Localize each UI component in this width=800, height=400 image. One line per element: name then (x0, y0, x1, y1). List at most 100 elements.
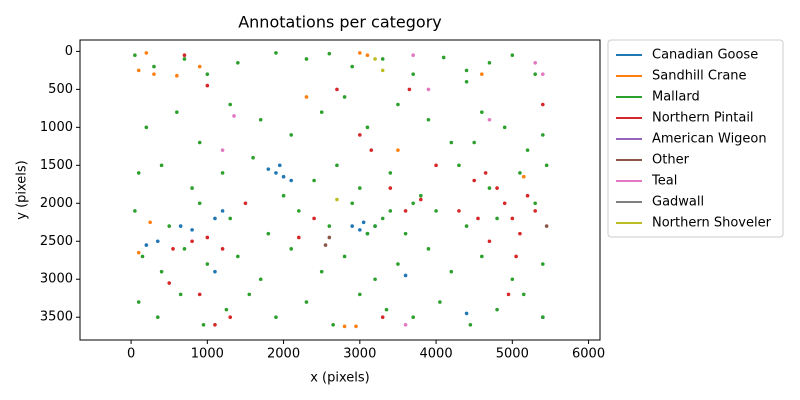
point (525, 193, 530, 198)
point (136, 68, 141, 73)
y-tick-label: 500 (48, 82, 73, 97)
point (133, 209, 137, 213)
point (258, 277, 263, 282)
point (411, 315, 415, 320)
point (243, 201, 248, 206)
point (167, 281, 172, 285)
point (541, 315, 545, 320)
y-tick-label: 1000 (40, 120, 73, 135)
point (304, 57, 309, 61)
point (510, 277, 515, 282)
point (297, 209, 301, 213)
point (457, 163, 461, 168)
point (426, 117, 431, 122)
point (205, 262, 210, 266)
point (419, 193, 423, 198)
point (388, 186, 393, 190)
point (236, 254, 240, 259)
point (472, 178, 476, 183)
point (541, 72, 545, 76)
point (136, 300, 141, 304)
point (544, 224, 549, 228)
point (518, 231, 522, 236)
point (396, 262, 400, 266)
point (266, 231, 271, 236)
point (487, 186, 492, 190)
point (159, 163, 164, 168)
point (232, 114, 236, 118)
point (510, 216, 515, 221)
point (502, 125, 507, 130)
point (335, 197, 339, 202)
point (213, 323, 217, 327)
point (380, 315, 385, 320)
point (426, 87, 431, 92)
point (155, 239, 160, 244)
point (373, 224, 377, 228)
legend-label: Northern Pintail (652, 111, 754, 126)
point (483, 171, 488, 175)
point (167, 224, 172, 228)
point (411, 201, 415, 206)
point (380, 216, 385, 221)
point (464, 68, 469, 73)
point (533, 201, 537, 206)
point (487, 239, 492, 244)
point (190, 186, 194, 190)
point (178, 292, 183, 297)
point (419, 197, 423, 202)
point (197, 140, 202, 145)
point (358, 133, 362, 137)
point (365, 125, 370, 130)
point (220, 171, 225, 175)
point (361, 220, 366, 225)
point (327, 51, 332, 56)
point (220, 148, 225, 152)
point (457, 209, 461, 213)
point (358, 186, 362, 190)
point (205, 235, 210, 240)
point (541, 262, 545, 266)
point (468, 323, 473, 327)
point (350, 201, 354, 206)
point (396, 148, 400, 152)
point (144, 125, 149, 130)
point (220, 209, 225, 213)
point (533, 60, 537, 65)
point (190, 228, 194, 232)
x-tick-label: 3000 (343, 347, 376, 362)
point (449, 140, 454, 145)
point (304, 95, 309, 99)
point (472, 140, 476, 145)
point (133, 53, 137, 57)
legend-label: Gadwall (652, 195, 704, 210)
y-tick-label: 2000 (40, 196, 73, 211)
point (358, 292, 362, 297)
point (213, 216, 217, 221)
point (247, 292, 252, 297)
point (342, 95, 347, 99)
legend-label: Canadian Goose (652, 48, 758, 63)
point (190, 239, 194, 244)
x-axis-label: x (pixels) (310, 371, 370, 386)
point (277, 163, 282, 168)
point (155, 315, 160, 320)
point (518, 171, 522, 175)
point (136, 171, 141, 175)
point (274, 51, 278, 55)
point (480, 254, 484, 259)
point (480, 72, 484, 76)
legend-label: Teal (651, 174, 677, 189)
point (464, 79, 469, 84)
point (388, 209, 393, 213)
y-tick-label: 2500 (40, 234, 73, 249)
point (224, 307, 229, 312)
point (335, 87, 339, 92)
point (175, 110, 179, 114)
point (441, 55, 446, 60)
point (514, 254, 518, 259)
point (148, 220, 152, 225)
point (213, 269, 217, 274)
point (403, 209, 408, 213)
point (182, 247, 187, 251)
